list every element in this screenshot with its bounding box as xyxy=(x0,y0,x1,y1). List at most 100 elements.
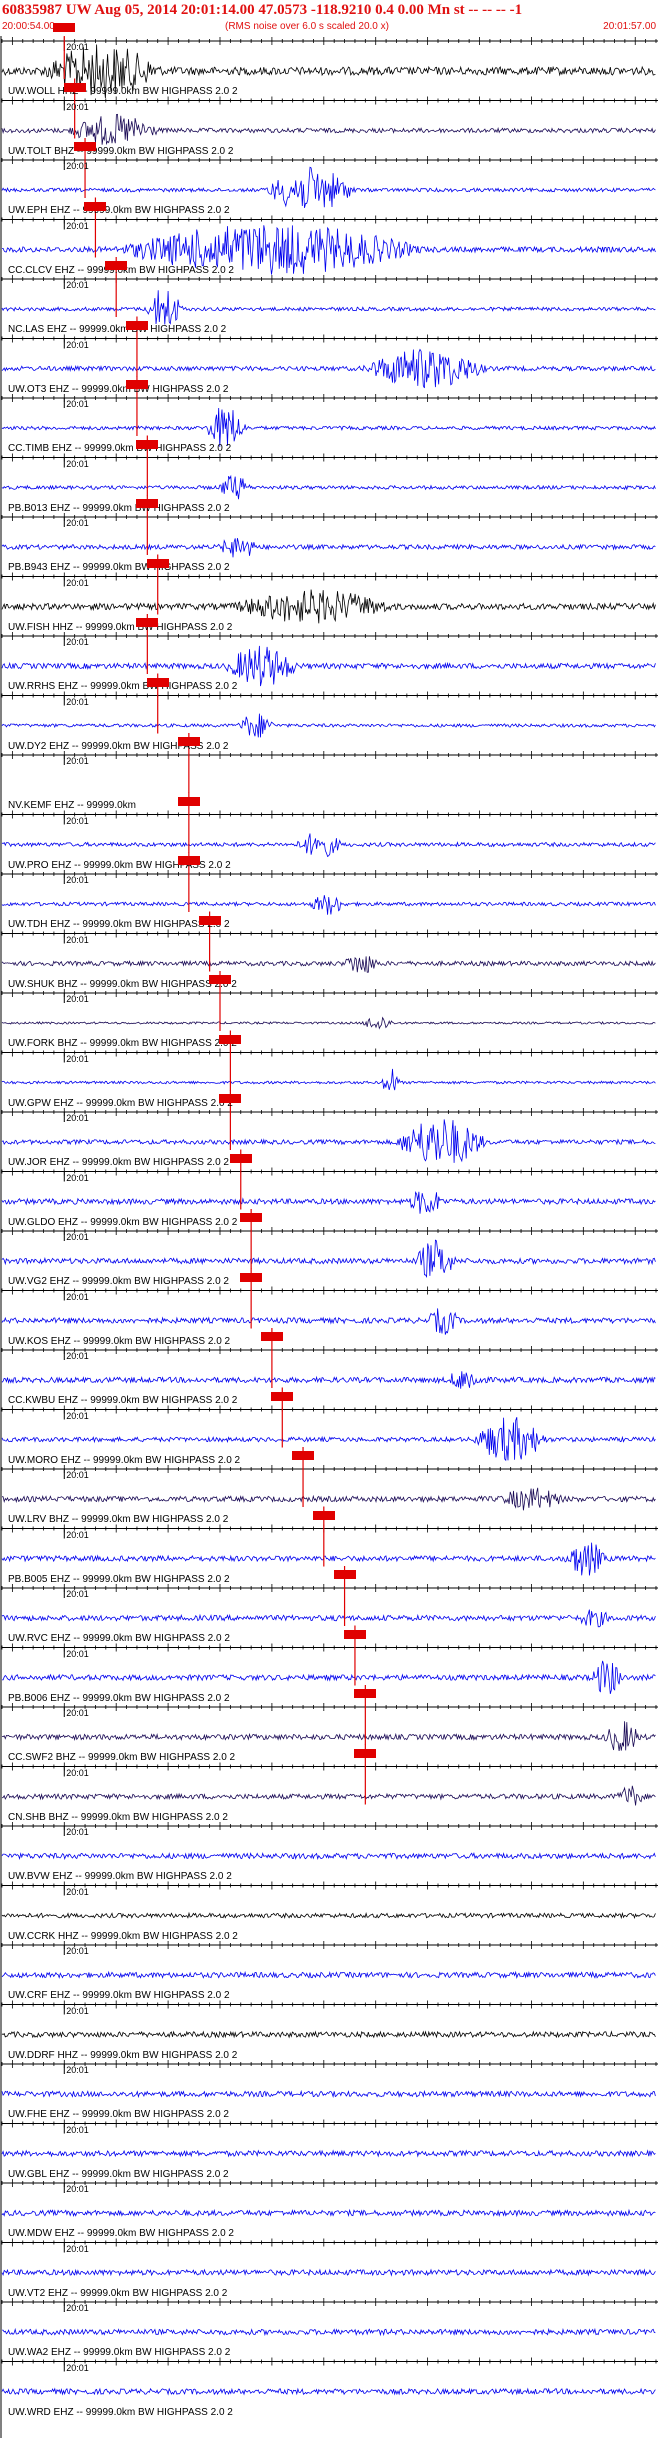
minute-tick-label: 20:01 xyxy=(66,577,89,588)
minute-tick-label: 20:01 xyxy=(66,339,89,350)
trace-label: UW.BVW EHZ -- 99999.0km BW HIGHPASS 2.0 … xyxy=(8,1871,232,1882)
minute-tick-label: 20:01 xyxy=(66,1648,89,1659)
minute-tick-label: 20:01 xyxy=(66,1470,89,1480)
minute-tick-label: 20:01 xyxy=(66,1827,89,1837)
minute-tick-label: 20:01 xyxy=(66,101,89,112)
waveform-trace xyxy=(1,1417,656,1462)
pick-marker xyxy=(53,23,76,32)
minute-tick-label: 20:01 xyxy=(66,1410,89,1421)
minute-tick-label: 20:01 xyxy=(66,1232,89,1242)
pick-marker xyxy=(354,1748,377,1758)
minute-tick-label: 20:01 xyxy=(66,1053,89,1064)
pick-marker xyxy=(333,1570,356,1579)
waveform-trace xyxy=(1,1239,656,1279)
pick-marker xyxy=(240,1213,263,1222)
minute-tick-label: 20:01 xyxy=(66,1291,89,1302)
trace-label: UW.EPH EHZ -- 99999.0km BW HIGHPASS 2.0 … xyxy=(8,205,230,216)
minute-tick-label: 20:01 xyxy=(66,1767,89,1778)
pick-marker xyxy=(260,1332,283,1341)
waveform-trace xyxy=(1,833,656,858)
minute-tick-label: 20:01 xyxy=(66,637,89,647)
trace-label: UW.WRD EHZ -- 99999.0km BW HIGHPASS 2.0 … xyxy=(8,2406,233,2418)
trace-label: UW.VG2 EHZ -- 99999.0km BW HIGHPASS 2.0 … xyxy=(8,1276,229,1287)
trace-label: UW.KOS EHZ -- 99999.0km BW HIGHPASS 2.0 … xyxy=(8,1335,231,1347)
waveform-trace xyxy=(1,645,656,687)
waveform-trace xyxy=(1,1119,656,1163)
trace-label: UW.FHE EHZ -- 99999.0km BW HIGHPASS 2.0 … xyxy=(8,2109,229,2120)
waveform-trace xyxy=(1,2149,656,2158)
trace-label: UW.SHUK BHZ -- 99999.0km BW HIGHPASS 2.0… xyxy=(8,978,237,990)
chart-header: 60835987 UW Aug 05, 2014 20:01:14.00 47.… xyxy=(0,0,660,36)
trace-label: UW.WA2 EHZ -- 99999.0km BW HIGHPASS 2.0 … xyxy=(8,2347,231,2358)
minute-tick-label: 20:01 xyxy=(66,280,89,290)
pick-marker xyxy=(240,1272,263,1282)
seismogram-panel: 20:01 UW.WOLL HHZ -- 99999.0km BW HIGHPAS… xyxy=(0,19,660,2438)
minute-tick-label: 20:01 xyxy=(66,399,89,409)
waveform-trace xyxy=(1,2089,656,2099)
waveform-trace xyxy=(1,1609,656,1628)
trace-label: CC.KWBU EHZ -- 99999.0km BW HIGHPASS 2.0… xyxy=(8,1395,238,1406)
trace-label: CC.CLCV EHZ -- 99999.0km BW HIGHPASS 2.0… xyxy=(8,264,234,276)
waveform-trace xyxy=(1,1785,656,1806)
waveform-trace xyxy=(2,2327,656,2337)
minute-tick-label: 20:01 xyxy=(66,1113,89,1123)
trace-label: UW.GPW EHZ -- 99999.0km BW HIGHPASS 2.0 … xyxy=(8,1097,233,1109)
waveform-trace xyxy=(1,1068,656,1091)
pick-marker xyxy=(146,677,169,687)
event-title: 60835987 UW Aug 05, 2014 20:01:14.00 47.… xyxy=(2,2,523,18)
waveform-trace xyxy=(1,589,656,624)
trace-label: UW.RVC EHZ -- 99999.0km BW HIGHPASS 2.0 … xyxy=(8,1633,230,1644)
pick-marker xyxy=(354,1689,377,1698)
end-time-label: 20:01:57.00 xyxy=(603,21,656,32)
pick-marker xyxy=(84,201,107,211)
minute-tick-label: 20:01 xyxy=(66,1172,89,1183)
pick-marker xyxy=(177,737,200,746)
pick-marker xyxy=(136,618,159,627)
minute-tick-label: 20:01 xyxy=(66,2065,89,2075)
waveform-trace xyxy=(1,1487,656,1511)
pick-marker xyxy=(105,261,128,270)
start-time-label: 20:00:54.00 xyxy=(2,21,55,32)
waveform-trace xyxy=(1,407,656,447)
minute-tick-label: 20:01 xyxy=(66,1886,89,1897)
trace-label: PB.B013 EHZ -- 99999.0km BW HIGHPASS 2.0… xyxy=(8,502,230,514)
rms-noise-note: (RMS noise over 6.0 s scaled 20.0 x) xyxy=(225,21,389,32)
minute-tick-label: 20:01 xyxy=(66,220,89,231)
trace-label: NV.KEMF EHZ -- 99999.0km xyxy=(8,800,137,811)
trace-label: UW.GBL EHZ -- 99999.0km BW HIGHPASS 2.0 … xyxy=(8,2168,229,2180)
trace-label: UW.DDRF HHZ -- 99999.0km BW HIGHPASS 2.0… xyxy=(8,2049,238,2061)
minute-tick-label: 20:01 xyxy=(66,2362,89,2373)
waveform-trace xyxy=(1,1371,656,1389)
pick-marker xyxy=(312,1510,335,1520)
trace-label: UW.FISH HHZ -- 99999.0km BW HIGHPASS 2.0… xyxy=(8,621,233,633)
pick-marker xyxy=(209,975,231,984)
waveform-trace xyxy=(1,1016,656,1030)
pick-marker xyxy=(229,1153,252,1163)
trace-label: UW.CCRK HHZ -- 99999.0km BW HIGHPASS 2.0… xyxy=(8,1930,238,1942)
trace-label: PB.B005 EHZ -- 99999.0km BW HIGHPASS 2.0… xyxy=(8,1573,230,1585)
trace-label: UW.TOLT BHZ -- 99999.0km BW HIGHPASS 2.0… xyxy=(8,145,234,157)
pick-marker xyxy=(219,1094,242,1103)
minute-tick-label: 20:01 xyxy=(66,2303,89,2313)
trace-label: PB.B943 EHZ -- 99999.0km BW HIGHPASS 2.0… xyxy=(8,562,230,573)
waveform-trace xyxy=(1,713,656,738)
pick-marker xyxy=(177,796,200,806)
pick-marker xyxy=(219,1034,242,1044)
pick-marker xyxy=(136,499,159,508)
trace-label: CN.SHB BHZ -- 99999.0km BW HIGHPASS 2.0 … xyxy=(8,1811,228,1823)
pick-marker xyxy=(125,380,148,389)
waveform-trace xyxy=(1,113,656,146)
trace-label: UW.VT2 EHZ -- 99999.0km BW HIGHPASS 2.0 … xyxy=(8,2287,228,2299)
pick-marker xyxy=(177,856,200,865)
minute-tick-label: 20:01 xyxy=(66,42,89,52)
minute-tick-label: 20:01 xyxy=(66,1351,89,1361)
waveform-trace xyxy=(1,166,656,208)
trace-label: UW.LRV BHZ -- 99999.0km BW HIGHPASS 2.0 … xyxy=(8,1514,229,1525)
minute-tick-label: 20:01 xyxy=(66,1946,89,1956)
minute-tick-label: 20:01 xyxy=(66,458,89,469)
minute-tick-label: 20:01 xyxy=(66,875,89,885)
waveform-trace xyxy=(1,44,656,99)
minute-tick-label: 20:01 xyxy=(66,815,89,826)
pick-marker xyxy=(343,1629,366,1639)
trace-label: UW.WOLL HHZ -- 99999.0km BW HIGHPASS 2.0… xyxy=(8,86,238,97)
